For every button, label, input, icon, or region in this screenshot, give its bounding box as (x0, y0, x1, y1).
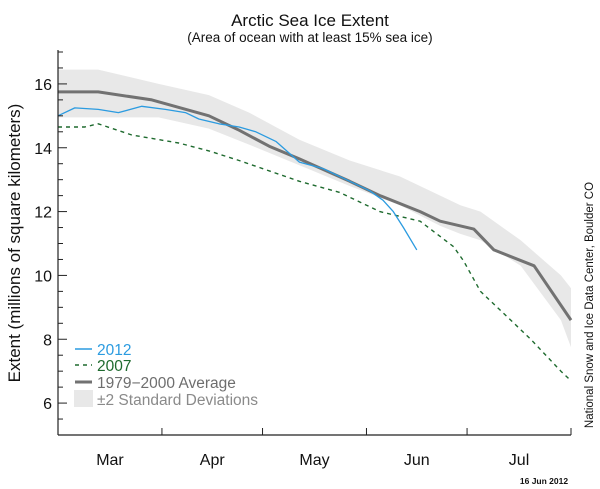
legend-label-band: ±2 Standard Deviations (97, 392, 258, 409)
plot-area (57, 69, 573, 382)
legend: 2012 2007 1979−2000 Average ±2 Standard … (74, 342, 258, 409)
y-tick-label: 6 (43, 396, 52, 413)
legend-label-2007: 2007 (97, 358, 131, 375)
x-tick-label-may: May (299, 452, 329, 469)
y-ticks: 6 8 10 12 14 16 (34, 51, 67, 420)
chart-subtitle: (Area of ocean with at least 15% sea ice… (187, 30, 432, 45)
y-tick-label: 14 (34, 141, 52, 158)
legend-label-average: 1979−2000 Average (97, 375, 236, 392)
legend-label-2012: 2012 (97, 342, 131, 359)
y-tick-label: 8 (43, 332, 52, 349)
date-annotation: 16 Jun 2012 (520, 476, 568, 486)
axes: 6 8 10 12 14 16 Mar Apr May Jun Jul (34, 50, 572, 469)
chart-title: Arctic Sea Ice Extent (231, 11, 389, 30)
x-tick-label-mar: Mar (96, 452, 124, 469)
x-ticks: Mar Apr May Jun Jul (96, 428, 572, 469)
y-tick-label: 16 (34, 77, 52, 94)
series-2012-line (57, 105, 418, 251)
x-tick-label-apr: Apr (200, 452, 226, 469)
y-tick-label: 10 (34, 268, 52, 285)
legend-swatch-band (74, 390, 93, 407)
credit-annotation: National Snow and Ice Data Center, Bould… (584, 182, 596, 428)
std-dev-band (58, 69, 571, 348)
series-average-line (58, 90, 573, 321)
series-2007-line (58, 123, 572, 382)
x-tick-label-jul: Jul (509, 452, 529, 469)
y-axis-label: Extent (millions of square kilometers) (5, 104, 24, 383)
x-tick-label-jun: Jun (404, 452, 430, 469)
y-tick-label: 12 (34, 205, 52, 222)
